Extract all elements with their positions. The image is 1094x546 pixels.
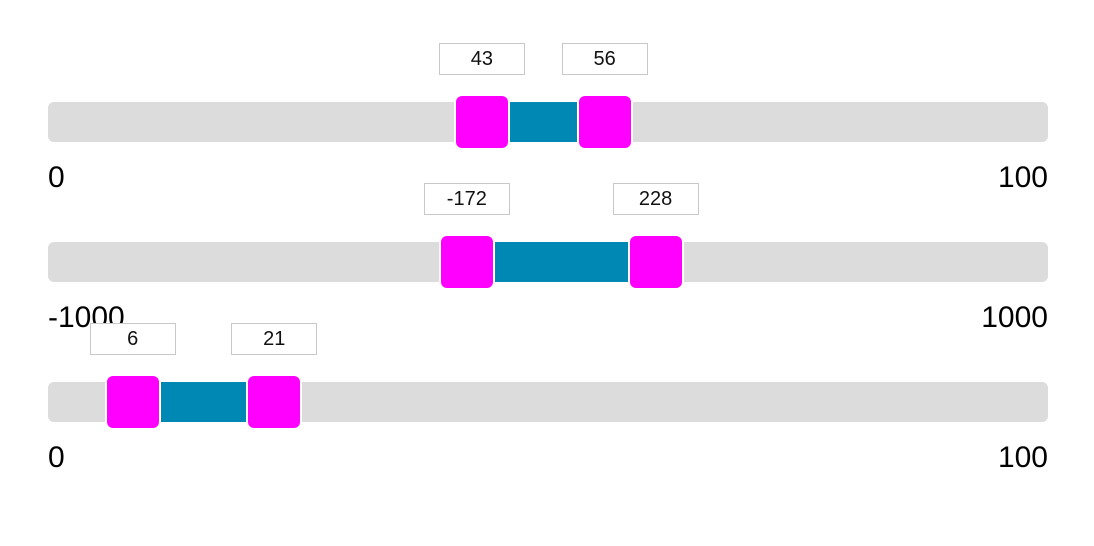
high-handle[interactable] <box>576 94 633 150</box>
range-slider-3[interactable]: 6 21 0 100 <box>48 320 1048 474</box>
low-handle[interactable] <box>453 94 510 150</box>
high-value-box: 21 <box>231 323 318 355</box>
selected-range-fill <box>466 242 656 282</box>
range-slider-1[interactable]: 43 56 0 100 <box>48 40 1048 194</box>
high-handle[interactable] <box>246 374 303 430</box>
scale-min-label: 0 <box>48 161 65 194</box>
scale-max-label: 100 <box>997 161 1048 194</box>
scale-min-label: 0 <box>48 441 65 474</box>
high-value-box: 228 <box>612 183 699 215</box>
scale-max-label: 100 <box>997 441 1048 474</box>
low-handle[interactable] <box>104 374 161 430</box>
low-value-box: 6 <box>89 323 176 355</box>
range-slider-2[interactable]: -172 228 -1000 1000 <box>48 180 1048 334</box>
low-value-box: -172 <box>423 183 510 215</box>
high-value-box: 56 <box>561 43 648 75</box>
low-value-box: 43 <box>438 43 525 75</box>
scale-max-label: 1000 <box>981 301 1048 334</box>
low-handle[interactable] <box>438 234 495 290</box>
high-handle[interactable] <box>627 234 684 290</box>
